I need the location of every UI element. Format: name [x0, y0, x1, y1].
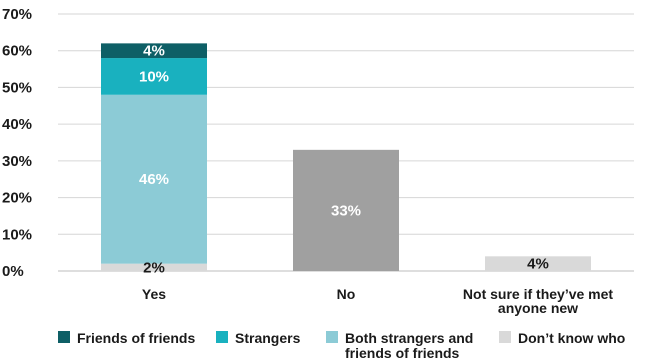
- legend-swatch: [499, 331, 511, 343]
- legend-swatch: [216, 331, 228, 343]
- bars: 2% 4% 46% 10% 4% 33%: [101, 43, 591, 276]
- legend: Friends of friends Strangers Both stranger…: [58, 330, 625, 361]
- x-category-label: Not sure if they’ve met anyone new: [463, 286, 613, 316]
- y-tick-label: 70%: [2, 6, 32, 23]
- y-tick-label: 30%: [2, 153, 32, 170]
- legend-swatch: [326, 331, 338, 343]
- bar-segment: [101, 43, 207, 59]
- data-label: 2%: [143, 259, 165, 276]
- x-category-label: No: [337, 286, 356, 302]
- legend-label: Don’t know who: [518, 330, 625, 346]
- y-tick-label: 40%: [2, 116, 32, 133]
- x-axis: Yes No Not sure if they’ve met anyone new: [142, 286, 613, 316]
- data-label: 10%: [139, 68, 169, 85]
- bar-segment: [485, 256, 591, 271]
- y-tick-label: 0%: [2, 263, 24, 280]
- legend-label: Both strangers and friends of friends: [345, 330, 473, 361]
- data-label: 4%: [143, 43, 165, 60]
- bar-segment: [293, 149, 399, 271]
- bar-segment: [101, 263, 207, 271]
- legend-label: Strangers: [235, 330, 301, 346]
- bar-segment: [101, 58, 207, 95]
- legend-swatch: [58, 331, 70, 343]
- bar-segment: [101, 94, 207, 264]
- y-axis: 0% 10% 20% 30% 40% 50% 60% 70%: [2, 6, 32, 280]
- y-tick-label: 60%: [2, 43, 32, 60]
- data-label: 46%: [139, 171, 169, 188]
- data-label: 4%: [527, 256, 549, 273]
- y-tick-label: 50%: [2, 79, 32, 96]
- y-tick-label: 20%: [2, 190, 32, 207]
- x-category-label: Yes: [142, 286, 166, 302]
- data-label: 33%: [331, 202, 361, 219]
- legend-label: Friends of friends: [77, 330, 195, 346]
- y-tick-label: 10%: [2, 226, 32, 243]
